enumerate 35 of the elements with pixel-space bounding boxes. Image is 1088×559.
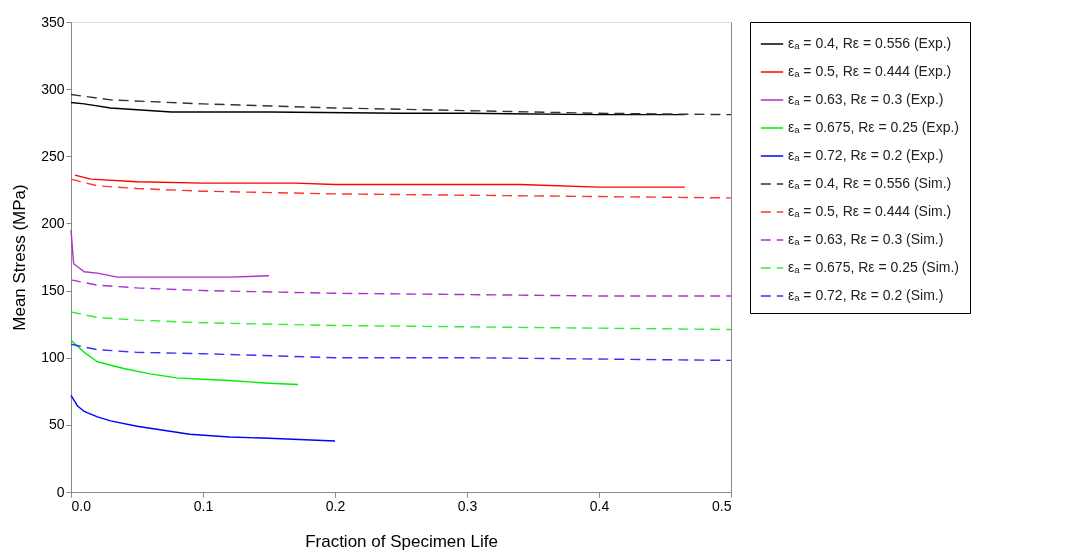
legend-label: εₐ = 0.72, Rε = 0.2 (Exp.) — [788, 147, 944, 163]
y-tick-label: 250 — [41, 147, 65, 164]
legend-label: εₐ = 0.4, Rε = 0.556 (Exp.) — [788, 35, 952, 51]
legend-label: εₐ = 0.63, Rε = 0.3 (Sim.) — [788, 231, 944, 247]
x-tick-label: 0.1 — [193, 497, 214, 514]
y-tick-label: 100 — [41, 349, 65, 366]
y-axis-title: Mean Stress (MPa) — [10, 184, 30, 331]
legend-label: εₐ = 0.5, Rε = 0.444 (Sim.) — [788, 203, 952, 219]
line-series — [70, 229, 270, 278]
line-series — [74, 174, 686, 188]
legend-label: εₐ = 0.675, Rε = 0.25 (Exp.) — [788, 119, 960, 135]
legend-label: εₐ = 0.63, Rε = 0.3 (Exp.) — [788, 91, 944, 107]
x-tick-label: 0.4 — [589, 497, 610, 514]
legend-label: εₐ = 0.4, Rε = 0.556 (Sim.) — [788, 175, 952, 191]
legend-label: εₐ = 0.675, Rε = 0.25 (Sim.) — [788, 259, 959, 275]
x-axis-title: Fraction of Specimen Life — [305, 531, 498, 551]
legend-label: εₐ = 0.72, Rε = 0.2 (Sim.) — [788, 287, 944, 303]
line-series — [70, 343, 732, 362]
line-series — [70, 93, 732, 116]
y-tick-label: 50 — [48, 416, 65, 433]
x-tick-label: 0.2 — [325, 497, 346, 514]
line-series — [70, 178, 732, 199]
legend-label: εₐ = 0.5, Rε = 0.444 (Exp.) — [788, 63, 952, 79]
x-tick-label: 0.0 — [71, 497, 92, 514]
y-tick-label: 350 — [41, 13, 65, 30]
y-tick-label: 300 — [41, 80, 65, 97]
x-tick-label: 0.3 — [457, 497, 478, 514]
y-tick-label: 200 — [41, 214, 65, 231]
line-series — [70, 311, 732, 331]
x-tick-label: 0.5 — [712, 497, 732, 514]
y-tick-label: 150 — [41, 282, 65, 299]
line-series — [70, 339, 299, 386]
line-series — [70, 279, 732, 297]
line-series — [70, 394, 336, 442]
y-tick-label: 0 — [56, 483, 65, 500]
